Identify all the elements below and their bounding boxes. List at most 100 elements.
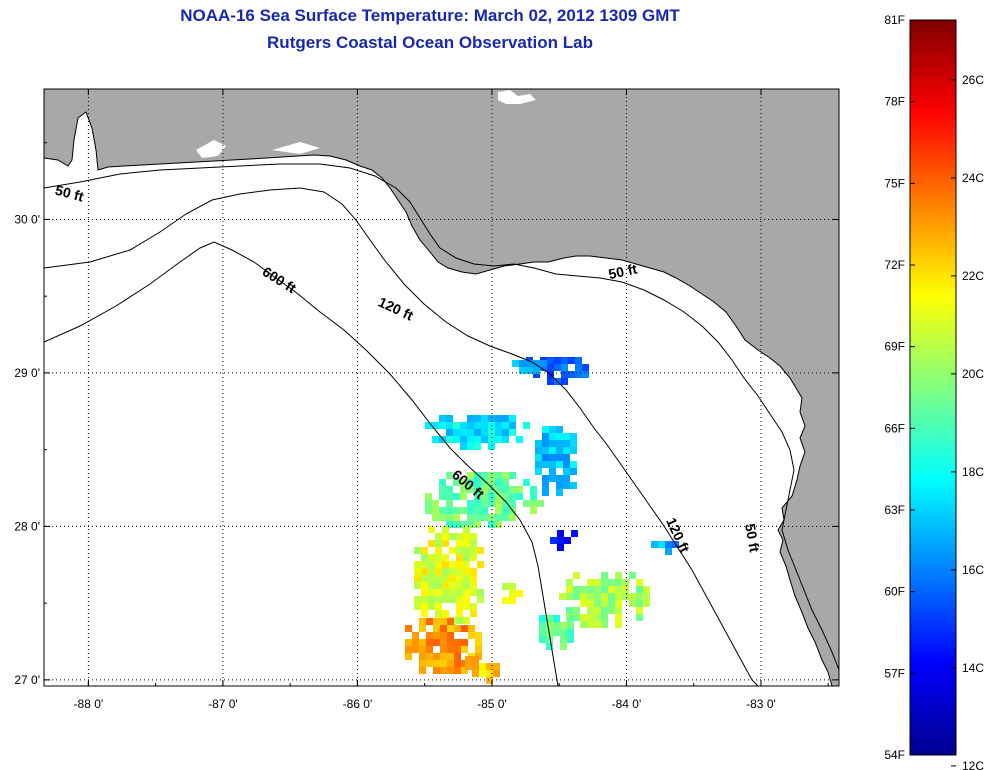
- sst-pixel: [615, 572, 622, 579]
- sst-pixel: [495, 472, 502, 479]
- sst-pixel: [488, 443, 495, 450]
- sst-pixel: [539, 636, 546, 643]
- sst-pixel: [608, 593, 615, 600]
- sst-pixel: [447, 646, 454, 653]
- sst-pixel: [447, 639, 454, 646]
- sst-pixel: [454, 667, 461, 674]
- sst-pixel: [557, 544, 564, 551]
- sst-pixel: [509, 422, 516, 429]
- sst-pixel: [440, 618, 447, 625]
- sst-pixel: [446, 415, 453, 422]
- sst-pixel: [542, 433, 549, 440]
- sst-pixel: [533, 371, 540, 378]
- sst-pixel: [542, 489, 549, 496]
- sst-pixel: [453, 436, 460, 443]
- sst-pixel: [447, 660, 454, 667]
- sst-pixel: [440, 646, 447, 653]
- sst-pixel: [453, 493, 460, 500]
- sst-pixel: [428, 589, 435, 596]
- sst-pixel: [463, 603, 470, 610]
- sst-pixel: [432, 422, 439, 429]
- sst-pixel: [622, 593, 629, 600]
- sst-pixel: [488, 415, 495, 422]
- sst-pixel: [542, 440, 549, 447]
- sst-pixel: [474, 472, 481, 479]
- sst-pixel: [594, 586, 601, 593]
- colorbar-f-label: 57F: [884, 666, 905, 680]
- lat-tick-label: 29 0': [14, 366, 40, 380]
- sst-pixel: [419, 660, 426, 667]
- sst-pixel: [488, 472, 495, 479]
- sst-pixel: [587, 600, 594, 607]
- sst-pixel: [557, 530, 564, 537]
- sst-pixel: [470, 533, 477, 540]
- sst-pixel: [535, 454, 542, 461]
- sst-pixel: [446, 493, 453, 500]
- sst-pixel: [467, 443, 474, 450]
- sst-pixel: [542, 447, 549, 454]
- sst-pixel: [495, 507, 502, 514]
- sst-pixel: [442, 554, 449, 561]
- colorbar-f-label: 63F: [884, 503, 905, 517]
- sst-pixel: [465, 663, 472, 670]
- sst-pixel: [549, 440, 556, 447]
- sst-pixel: [615, 614, 622, 621]
- sst-pixel: [502, 514, 509, 521]
- sst-pixel: [470, 589, 477, 596]
- sst-pixel: [502, 597, 509, 604]
- sst-pixel: [467, 415, 474, 422]
- sst-pixel: [643, 600, 650, 607]
- contour-600ft: [44, 241, 559, 686]
- sst-pixel: [481, 436, 488, 443]
- sst-pixel: [563, 482, 570, 489]
- sst-pixel: [477, 561, 484, 568]
- sst-pixel: [435, 596, 442, 603]
- sst-pixel: [608, 579, 615, 586]
- sst-pixel: [421, 603, 428, 610]
- sst-pixel: [556, 426, 563, 433]
- sst-pixel: [467, 429, 474, 436]
- colorbar-c-label: 16C: [962, 563, 984, 577]
- sst-pixel: [549, 461, 556, 468]
- island-3: [272, 142, 320, 154]
- sst-pixel: [468, 632, 475, 639]
- sst-pixel: [509, 583, 516, 590]
- sst-pixel: [502, 479, 509, 486]
- sst-pixel: [563, 461, 570, 468]
- colorbar-f-label: 54F: [884, 748, 905, 762]
- lat-tick-label: 28 0': [14, 519, 40, 533]
- sst-pixel: [561, 357, 568, 364]
- sst-pixel: [460, 486, 467, 493]
- sst-pixel: [535, 447, 542, 454]
- sst-pixel: [481, 500, 488, 507]
- sst-pixel: [419, 625, 426, 632]
- sst-pixel: [421, 547, 428, 554]
- sst-pixel: [453, 429, 460, 436]
- sst-pixel: [493, 670, 500, 677]
- sst-pixel: [495, 422, 502, 429]
- sst-pixel: [470, 603, 477, 610]
- sst-pixel: [419, 667, 426, 674]
- sst-pixel: [463, 568, 470, 575]
- sst-pixel: [474, 429, 481, 436]
- sst-pixel: [449, 575, 456, 582]
- sst-pixel: [535, 468, 542, 475]
- sst-pixel: [442, 575, 449, 582]
- sst-pixel: [560, 636, 567, 643]
- sst-pixel: [470, 610, 477, 617]
- sst-pixel: [567, 615, 574, 622]
- sst-pixel: [615, 607, 622, 614]
- sst-pixel: [575, 364, 582, 371]
- sst-pixel: [488, 521, 495, 528]
- colorbar-f-label: 75F: [884, 176, 905, 190]
- sst-pixel: [460, 507, 467, 514]
- colorbar: [909, 19, 957, 756]
- sst-pixel: [481, 472, 488, 479]
- colorbar-f-label: 66F: [884, 421, 905, 435]
- sst-pixel: [516, 436, 523, 443]
- sst-pixel: [582, 364, 589, 371]
- sst-pixel: [461, 639, 468, 646]
- sst-pixel: [573, 572, 580, 579]
- sst-pixel: [456, 533, 463, 540]
